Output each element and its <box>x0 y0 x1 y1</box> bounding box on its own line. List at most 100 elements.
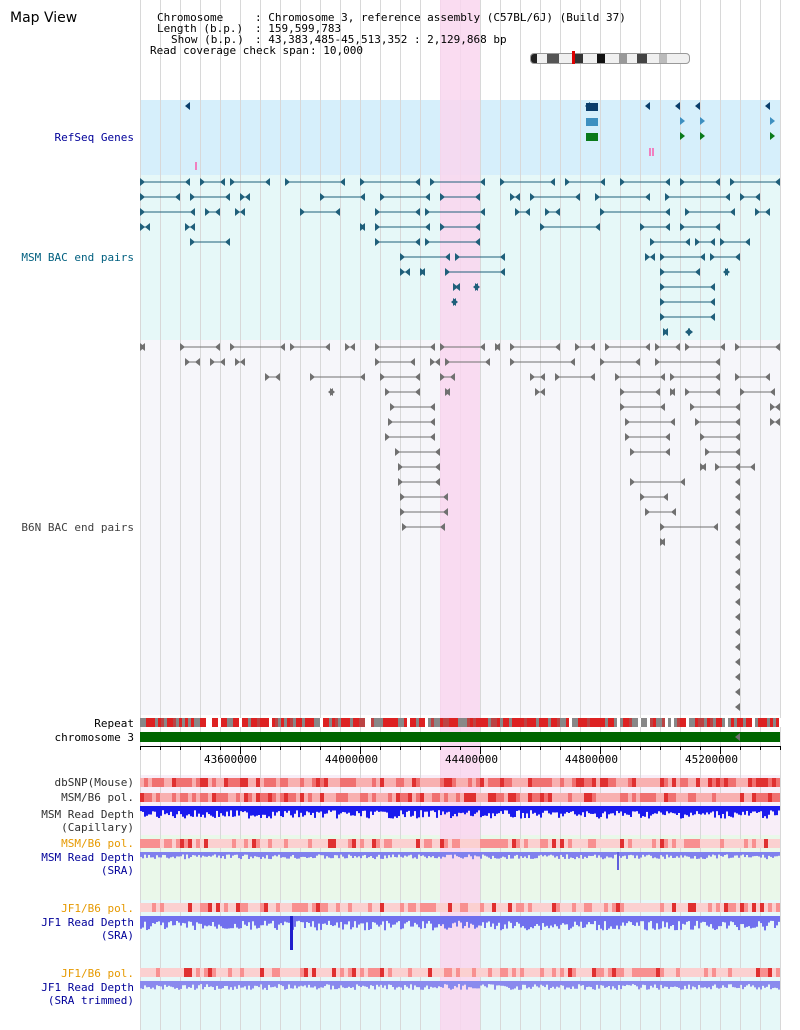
polymorphism-block[interactable] <box>652 903 656 912</box>
polymorphism-block[interactable] <box>560 968 564 977</box>
polymorphism-block[interactable] <box>552 793 556 802</box>
polymorphism-block[interactable] <box>732 793 736 802</box>
read-depth-bar[interactable] <box>148 852 150 855</box>
read-depth-bar[interactable] <box>442 852 444 857</box>
repeat-block[interactable] <box>344 718 347 727</box>
polymorphism-block[interactable] <box>268 778 272 787</box>
read-depth-bar[interactable] <box>714 852 716 856</box>
read-depth-bar[interactable] <box>270 852 272 860</box>
polymorphism-block[interactable] <box>564 903 568 912</box>
msm-bac-pair-end[interactable] <box>220 178 225 186</box>
read-depth-bar[interactable] <box>162 806 164 811</box>
polymorphism-block[interactable] <box>192 903 196 912</box>
read-depth-bar[interactable] <box>498 981 500 986</box>
read-depth-bar[interactable] <box>184 806 186 819</box>
repeat-block[interactable] <box>173 718 176 727</box>
polymorphism-block[interactable] <box>452 903 456 912</box>
read-depth-bar[interactable] <box>200 916 202 924</box>
polymorphism-block[interactable] <box>212 968 216 977</box>
polymorphism-block[interactable] <box>712 968 716 977</box>
polymorphism-block[interactable] <box>528 793 532 802</box>
read-depth-bar[interactable] <box>580 852 582 856</box>
polymorphism-block[interactable] <box>264 839 268 848</box>
read-depth-bar[interactable] <box>664 806 666 816</box>
b6n-bac-pair-end[interactable] <box>215 343 220 351</box>
read-depth-bar[interactable] <box>344 916 346 925</box>
read-depth-bar[interactable] <box>624 916 626 926</box>
msm-bac-pair-end[interactable] <box>575 193 580 201</box>
read-depth-bar[interactable] <box>618 981 620 986</box>
polymorphism-block[interactable] <box>564 968 568 977</box>
read-depth-bar[interactable] <box>604 916 606 922</box>
b6n-bac-pair-end[interactable] <box>645 343 650 351</box>
b6n-bac-pair-end[interactable] <box>663 493 668 501</box>
read-depth-bar[interactable] <box>712 916 714 929</box>
polymorphism-block[interactable] <box>508 839 512 848</box>
polymorphism-block[interactable] <box>588 778 592 787</box>
read-depth-bar[interactable] <box>556 806 558 813</box>
read-depth-bar[interactable] <box>210 852 212 857</box>
read-depth-bar[interactable] <box>616 981 618 990</box>
polymorphism-block[interactable] <box>448 903 452 912</box>
polymorphism-block[interactable] <box>360 839 364 848</box>
read-depth-bar[interactable] <box>638 981 640 990</box>
polymorphism-block[interactable] <box>700 968 704 977</box>
read-depth-bar[interactable] <box>384 806 386 812</box>
read-depth-bar[interactable] <box>532 981 534 987</box>
read-depth-bar[interactable] <box>242 806 244 813</box>
read-depth-bar[interactable] <box>448 806 450 812</box>
polymorphism-block[interactable] <box>272 968 276 977</box>
read-depth-bar[interactable] <box>584 916 586 928</box>
read-depth-bar[interactable] <box>408 916 410 921</box>
read-depth-bar[interactable] <box>152 981 154 988</box>
read-depth-bar[interactable] <box>708 981 710 988</box>
read-depth-bar[interactable] <box>296 852 298 859</box>
b6n-bac-pair-end[interactable] <box>690 403 695 411</box>
msm-bac-pair-end[interactable] <box>200 178 205 186</box>
polymorphism-block[interactable] <box>272 903 276 912</box>
read-depth-bar[interactable] <box>364 852 366 855</box>
polymorphism-block[interactable] <box>260 903 264 912</box>
polymorphism-block[interactable] <box>520 968 524 977</box>
b6n-bac-pair-end[interactable] <box>443 493 448 501</box>
read-depth-bar[interactable] <box>726 916 728 929</box>
read-depth-bar[interactable] <box>558 916 560 929</box>
read-depth-bar[interactable] <box>414 806 416 812</box>
msm-bac-pair-end[interactable] <box>400 253 405 261</box>
read-depth-bar[interactable] <box>736 806 738 814</box>
read-depth-bar[interactable] <box>488 806 490 814</box>
read-depth-bar[interactable] <box>198 981 200 986</box>
read-depth-bar[interactable] <box>722 852 724 857</box>
read-depth-bar[interactable] <box>660 981 662 985</box>
read-depth-bar[interactable] <box>458 916 460 921</box>
read-depth-bar[interactable] <box>564 916 566 925</box>
polymorphism-block[interactable] <box>744 903 748 912</box>
polymorphism-block[interactable] <box>588 793 592 802</box>
polymorphism-block[interactable] <box>360 778 364 787</box>
read-depth-bar[interactable] <box>346 852 348 859</box>
read-depth-bar[interactable] <box>318 852 320 855</box>
read-depth-bar[interactable] <box>620 916 622 926</box>
repeat-block[interactable] <box>275 718 278 727</box>
polymorphism-block[interactable] <box>348 968 352 977</box>
read-depth-bar[interactable] <box>610 806 612 814</box>
repeat-block[interactable] <box>728 718 731 727</box>
polymorphism-block[interactable] <box>480 968 484 977</box>
repeat-block[interactable] <box>443 718 446 727</box>
b6n-bac-pair-end[interactable] <box>555 373 560 381</box>
read-depth-bar[interactable] <box>320 981 322 988</box>
read-depth-bar[interactable] <box>762 806 764 818</box>
polymorphism-block[interactable] <box>344 968 348 977</box>
read-depth-bar[interactable] <box>232 981 234 990</box>
polymorphism-block[interactable] <box>300 778 304 787</box>
read-depth-bar[interactable] <box>578 916 580 927</box>
read-depth-bar[interactable] <box>478 916 480 926</box>
polymorphism-block[interactable] <box>312 778 316 787</box>
polymorphism-block[interactable] <box>492 839 496 848</box>
read-depth-bar[interactable] <box>142 852 144 859</box>
read-depth-bar[interactable] <box>572 916 574 927</box>
b6n-bac-end[interactable] <box>735 613 740 621</box>
read-depth-bar[interactable] <box>162 981 164 990</box>
repeat-block[interactable] <box>206 718 209 727</box>
read-depth-bar[interactable] <box>642 806 644 817</box>
